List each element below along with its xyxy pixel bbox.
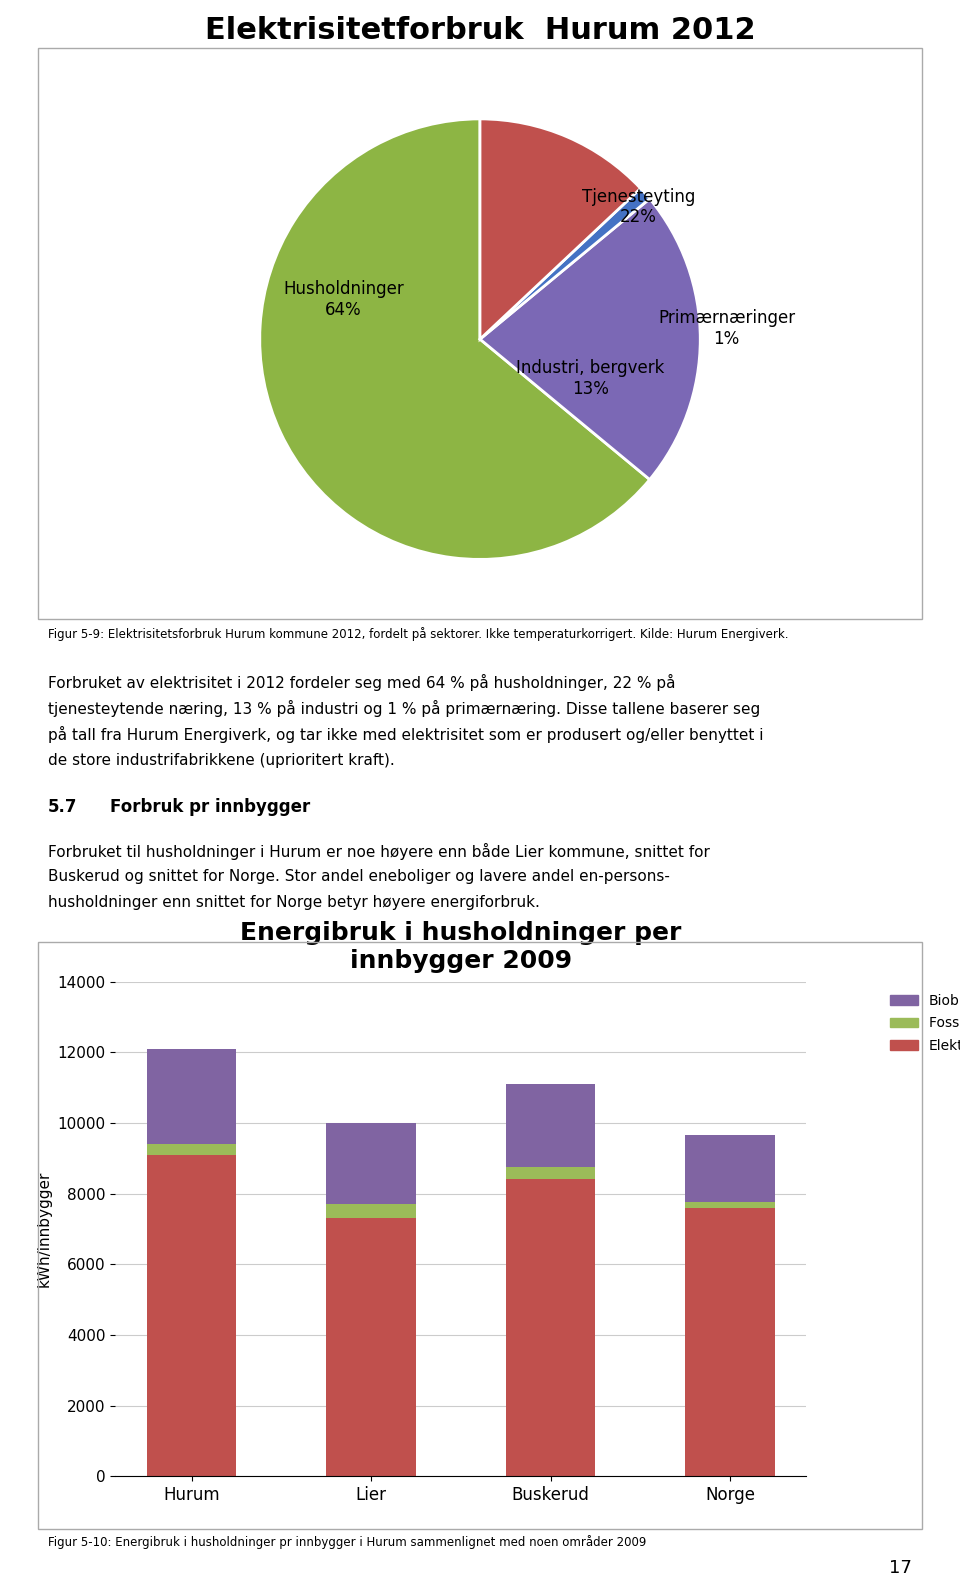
Text: Husholdninger
64%: Husholdninger 64% xyxy=(283,281,404,319)
Title: Elektrisitetforbruk  Hurum 2012: Elektrisitetforbruk Hurum 2012 xyxy=(204,16,756,45)
Bar xyxy=(685,1202,775,1208)
Text: på tall fra Hurum Energiverk, og tar ikke med elektrisitet som er produsert og/e: på tall fra Hurum Energiverk, og tar ikk… xyxy=(48,726,763,744)
Bar xyxy=(506,1084,595,1167)
Text: Industri, bergverk
13%: Industri, bergverk 13% xyxy=(516,359,664,397)
Text: Forbruket av elektrisitet i 2012 fordeler seg med 64 % på husholdninger, 22 % på: Forbruket av elektrisitet i 2012 fordele… xyxy=(48,674,676,691)
Text: tjenesteytende næring, 13 % på industri og 1 % på primærnæring. Disse tallene ba: tjenesteytende næring, 13 % på industri … xyxy=(48,699,760,717)
Text: Primærnæringer
1%: Primærnæringer 1% xyxy=(659,308,795,348)
Bar xyxy=(326,1203,416,1218)
Text: Figur 5-9: Elektrisitetsforbruk Hurum kommune 2012, fordelt på sektorer. Ikke te: Figur 5-9: Elektrisitetsforbruk Hurum ko… xyxy=(48,627,788,642)
Text: Buskerud og snittet for Norge. Stor andel eneboliger og lavere andel en-persons-: Buskerud og snittet for Norge. Stor ande… xyxy=(48,868,670,884)
Bar xyxy=(506,1179,595,1476)
Bar xyxy=(326,1218,416,1476)
Wedge shape xyxy=(480,200,700,479)
Title: Energibruk i husholdninger per
innbygger 2009: Energibruk i husholdninger per innbygger… xyxy=(240,921,682,972)
Bar xyxy=(685,1135,775,1202)
Text: husholdninger enn snittet for Norge betyr høyere energiforbruk.: husholdninger enn snittet for Norge bety… xyxy=(48,895,540,910)
Legend: Biobrensel, Fossil energi, Elektrisitet: Biobrensel, Fossil energi, Elektrisitet xyxy=(884,988,960,1058)
Text: Figur 5-10: Energibruk i husholdninger pr innbygger i Hurum sammenlignet med noe: Figur 5-10: Energibruk i husholdninger p… xyxy=(48,1535,646,1550)
Wedge shape xyxy=(480,188,650,340)
Text: 5.7: 5.7 xyxy=(48,798,78,816)
Text: 17: 17 xyxy=(889,1559,912,1577)
Bar xyxy=(147,1144,236,1156)
Bar xyxy=(685,1208,775,1476)
Bar xyxy=(326,1124,416,1203)
Wedge shape xyxy=(260,120,650,559)
Text: Forbruket til husholdninger i Hurum er noe høyere enn både Lier kommune, snittet: Forbruket til husholdninger i Hurum er n… xyxy=(48,843,709,860)
Bar xyxy=(147,1156,236,1476)
Text: Forbruk pr innbygger: Forbruk pr innbygger xyxy=(110,798,311,816)
Wedge shape xyxy=(480,120,640,340)
Y-axis label: kWh/innbygger: kWh/innbygger xyxy=(36,1171,52,1286)
Text: Tjenesteyting
22%: Tjenesteyting 22% xyxy=(582,188,695,227)
Text: de store industrifabrikkene (uprioritert kraft).: de store industrifabrikkene (uprioritert… xyxy=(48,753,395,768)
Bar xyxy=(506,1167,595,1179)
Bar xyxy=(147,1049,236,1144)
